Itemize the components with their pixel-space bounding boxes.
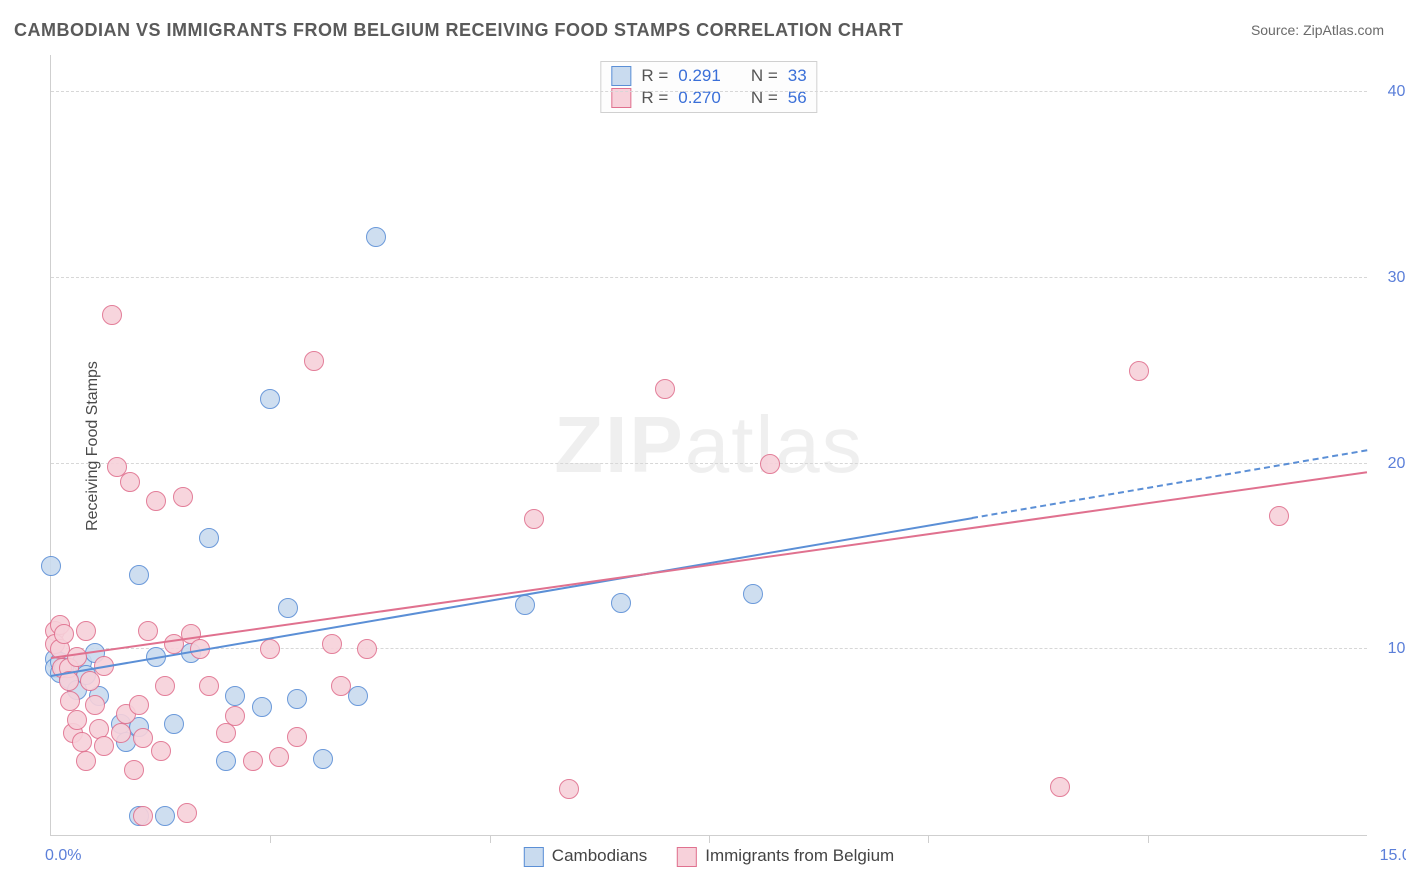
data-point-belgium (133, 728, 153, 748)
data-point-belgium (304, 351, 324, 371)
chart-title: CAMBODIAN VS IMMIGRANTS FROM BELGIUM REC… (14, 20, 903, 41)
data-point-cambodians (348, 686, 368, 706)
data-point-cambodians (129, 565, 149, 585)
data-point-belgium (331, 676, 351, 696)
gridline-h (51, 91, 1367, 92)
source-value: ZipAtlas.com (1303, 22, 1384, 38)
data-point-cambodians (743, 584, 763, 604)
trend-line (972, 450, 1367, 520)
data-point-belgium (524, 509, 544, 529)
data-point-cambodians (313, 749, 333, 769)
data-point-belgium (225, 706, 245, 726)
data-point-belgium (76, 621, 96, 641)
data-point-cambodians (199, 528, 219, 548)
watermark-light: atlas (685, 400, 864, 489)
legend-swatch-cambodians (524, 847, 544, 867)
data-point-belgium (54, 624, 74, 644)
source-label: Source: (1251, 22, 1303, 38)
gridline-h (51, 277, 1367, 278)
watermark-bold: ZIP (554, 400, 684, 489)
data-point-belgium (173, 487, 193, 507)
data-point-belgium (243, 751, 263, 771)
legend-n-label: N = (751, 66, 778, 86)
chart-container: CAMBODIAN VS IMMIGRANTS FROM BELGIUM REC… (0, 0, 1406, 892)
x-minor-tick (490, 835, 491, 843)
data-point-belgium (133, 806, 153, 826)
gridline-h (51, 648, 1367, 649)
data-point-belgium (60, 691, 80, 711)
data-point-belgium (76, 751, 96, 771)
data-point-belgium (155, 676, 175, 696)
data-point-belgium (357, 639, 377, 659)
data-point-belgium (559, 779, 579, 799)
source-attribution: Source: ZipAtlas.com (1251, 22, 1384, 38)
legend-series-label-cambodians: Cambodians (552, 846, 647, 865)
data-point-cambodians (41, 556, 61, 576)
data-point-belgium (260, 639, 280, 659)
legend-stats: R =0.291N =33R =0.270N =56 (600, 61, 817, 113)
data-point-belgium (1269, 506, 1289, 526)
x-minor-tick (709, 835, 710, 843)
data-point-belgium (111, 723, 131, 743)
x-minor-tick (928, 835, 929, 843)
x-minor-tick (270, 835, 271, 843)
data-point-cambodians (515, 595, 535, 615)
data-point-cambodians (611, 593, 631, 613)
x-tick-label: 15.0% (1380, 847, 1406, 865)
data-point-cambodians (252, 697, 272, 717)
legend-r-label: R = (641, 66, 668, 86)
plot-area: ZIPatlas R =0.291N =33R =0.270N =56 Camb… (50, 55, 1367, 836)
data-point-belgium (124, 760, 144, 780)
data-point-belgium (151, 741, 171, 761)
y-tick-label: 10.0% (1388, 640, 1406, 658)
data-point-cambodians (164, 714, 184, 734)
data-point-belgium (138, 621, 158, 641)
data-point-belgium (655, 379, 675, 399)
data-point-cambodians (260, 389, 280, 409)
watermark: ZIPatlas (554, 399, 863, 491)
data-point-belgium (199, 676, 219, 696)
data-point-cambodians (225, 686, 245, 706)
data-point-cambodians (216, 751, 236, 771)
trend-line (51, 471, 1367, 659)
data-point-cambodians (287, 689, 307, 709)
data-point-belgium (85, 695, 105, 715)
x-minor-tick (1148, 835, 1149, 843)
legend-r-value-cambodians: 0.291 (678, 66, 721, 86)
legend-series-item-belgium: Immigrants from Belgium (677, 846, 894, 867)
data-point-cambodians (366, 227, 386, 247)
data-point-belgium (287, 727, 307, 747)
gridline-h (51, 463, 1367, 464)
data-point-belgium (760, 454, 780, 474)
data-point-belgium (322, 634, 342, 654)
y-tick-label: 20.0% (1388, 455, 1406, 473)
data-point-belgium (72, 732, 92, 752)
data-point-belgium (120, 472, 140, 492)
data-point-belgium (129, 695, 149, 715)
x-tick-label: 0.0% (45, 847, 81, 865)
legend-stats-row-cambodians: R = 0.291 N = 33 (611, 65, 806, 87)
y-tick-label: 40.0% (1388, 83, 1406, 101)
data-point-belgium (67, 647, 87, 667)
data-point-belgium (1129, 361, 1149, 381)
data-point-belgium (67, 710, 87, 730)
legend-n-value-cambodians: 33 (788, 66, 807, 86)
data-point-belgium (177, 803, 197, 823)
legend-swatch-cambodians (611, 66, 631, 86)
data-point-belgium (1050, 777, 1070, 797)
legend-series-item-cambodians: Cambodians (524, 846, 647, 867)
trend-line (51, 517, 973, 677)
y-tick-label: 30.0% (1388, 269, 1406, 287)
data-point-belgium (146, 491, 166, 511)
legend-swatch-belgium (677, 847, 697, 867)
data-point-belgium (94, 736, 114, 756)
data-point-cambodians (155, 806, 175, 826)
data-point-belgium (102, 305, 122, 325)
legend-series: Cambodians Immigrants from Belgium (524, 846, 894, 867)
legend-series-label-belgium: Immigrants from Belgium (705, 846, 894, 865)
data-point-belgium (269, 747, 289, 767)
data-point-cambodians (278, 598, 298, 618)
